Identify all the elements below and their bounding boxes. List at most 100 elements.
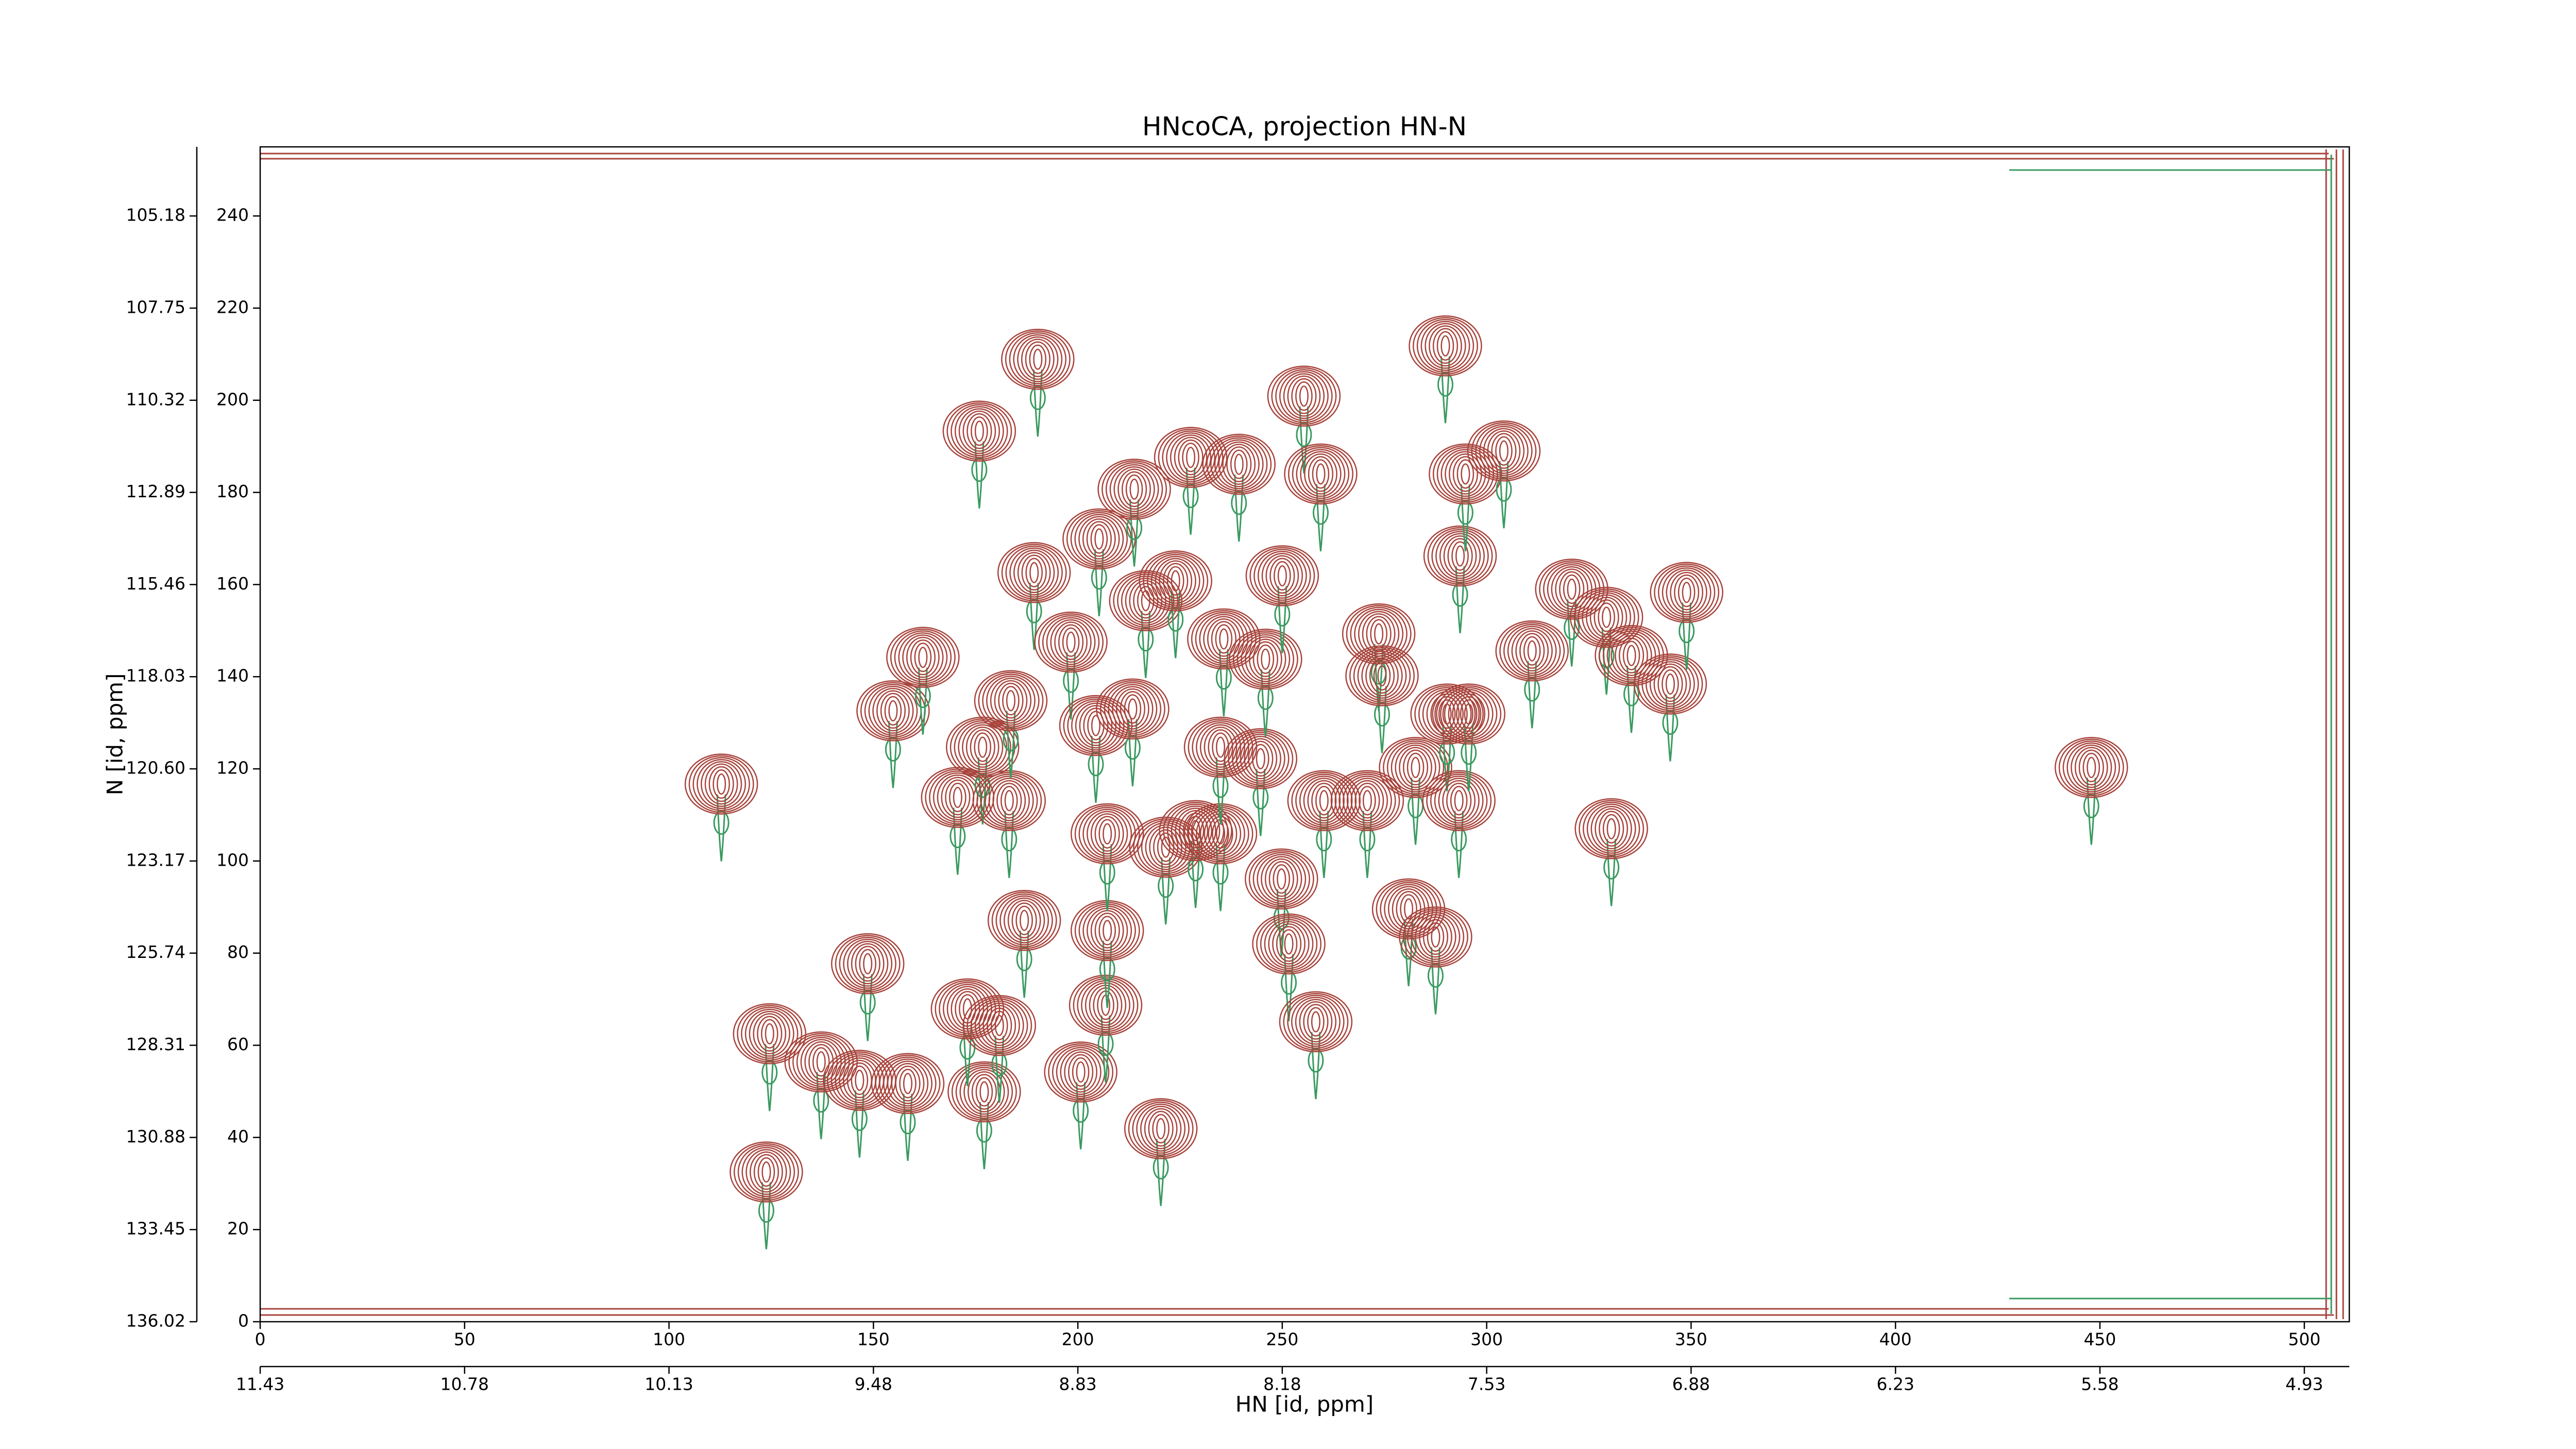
peak-tail xyxy=(1527,661,1537,729)
x-tick-label: 250 xyxy=(1266,1329,1298,1350)
peak-tail xyxy=(903,1093,913,1161)
peak-contour xyxy=(1495,620,1569,682)
peak-contour xyxy=(1261,648,1270,670)
peak-contour xyxy=(1159,560,1193,602)
peak-contour xyxy=(1495,436,1513,466)
peak-contour xyxy=(997,542,1071,603)
peak xyxy=(1034,611,1108,720)
peak-contour xyxy=(1128,1100,1194,1158)
peak-contour xyxy=(1311,783,1337,819)
peak-contour xyxy=(1009,547,1059,598)
peak-contour xyxy=(1606,630,1656,681)
peak-contour xyxy=(753,1013,787,1055)
peak-contour xyxy=(1400,894,1417,924)
peak-contour xyxy=(1573,588,1639,646)
peak-contour xyxy=(1245,636,1286,682)
peak-contour xyxy=(1074,805,1140,863)
peak-contour xyxy=(1087,907,1128,954)
peak-contour xyxy=(1662,567,1711,618)
peak-contour xyxy=(1162,430,1219,485)
peak xyxy=(730,1141,803,1250)
peak-contour xyxy=(1087,811,1128,857)
peak xyxy=(974,670,1048,778)
peak-contour xyxy=(1277,565,1287,587)
peak-contour xyxy=(1440,335,1450,357)
peak-contour xyxy=(1113,466,1155,512)
peak-contour xyxy=(1445,451,1486,497)
peak-contour xyxy=(1386,740,1445,795)
peak-contour xyxy=(1402,908,1468,966)
peak-tail xyxy=(816,1072,826,1139)
x-tick-label: 350 xyxy=(1675,1329,1707,1350)
peak-contour xyxy=(1075,702,1117,749)
peak-contour xyxy=(1188,718,1253,776)
peak-contour xyxy=(987,889,1061,951)
peak-contour xyxy=(1094,816,1120,852)
peak xyxy=(1371,878,1446,987)
peak-contour xyxy=(1499,440,1509,462)
peak-contour xyxy=(1311,1011,1320,1033)
peak-contour xyxy=(1143,552,1209,610)
peak-contour xyxy=(1025,558,1043,587)
peak-contour xyxy=(2087,756,2096,778)
peak-contour xyxy=(1416,318,1475,373)
peak xyxy=(972,770,1046,878)
peak-contour xyxy=(1316,463,1326,485)
peak-contour xyxy=(991,891,1057,950)
peak-contour xyxy=(1230,449,1248,479)
peak-contour xyxy=(1248,740,1274,777)
peak-contour xyxy=(1283,373,1325,419)
peak-tail xyxy=(1377,686,1387,753)
peak-contour xyxy=(1186,447,1196,468)
peak-contour xyxy=(804,1041,838,1083)
peak-contour xyxy=(1296,449,1346,499)
peak-tail xyxy=(974,441,985,509)
peak-contour xyxy=(1155,558,1196,604)
peak-contour xyxy=(1444,689,1494,739)
peak-contour xyxy=(1307,1007,1325,1037)
peak-contour xyxy=(1276,926,1302,962)
peak-contour xyxy=(1204,727,1238,768)
peak-contour xyxy=(1471,422,1537,480)
peak-contour xyxy=(871,1053,945,1114)
peak-contour xyxy=(1141,822,1191,872)
peak-contour xyxy=(1657,565,1716,620)
x-tick-label: 450 xyxy=(2083,1329,2116,1350)
peak-contour xyxy=(1025,341,1050,377)
peak-contour xyxy=(1166,566,1184,596)
peak-tail-tip xyxy=(851,1106,868,1131)
peak-contour xyxy=(1559,571,1585,608)
peak-contour xyxy=(835,935,901,993)
peak-contour xyxy=(2078,749,2104,786)
peak-tail xyxy=(1019,931,1029,998)
peak-contour xyxy=(745,1149,787,1195)
chart-title: HNcoCA, projection HN-N xyxy=(1142,112,1467,142)
peak-contour xyxy=(1109,464,1159,514)
peak-tail xyxy=(1430,947,1440,1015)
peak-contour xyxy=(899,1069,917,1099)
peak-contour xyxy=(1083,707,1109,744)
x2-tick-label: 6.88 xyxy=(1672,1374,1710,1394)
peak-tail-tip xyxy=(1003,727,1019,752)
peak-contour xyxy=(839,936,896,991)
peak-contour xyxy=(1300,451,1342,497)
peak xyxy=(1467,420,1541,529)
y2-tick-label: 120.60 xyxy=(126,758,185,778)
peak-contour xyxy=(1618,637,1645,673)
peak-contour xyxy=(1116,688,1149,730)
peak-contour xyxy=(1124,1098,1198,1159)
peak-contour xyxy=(1256,915,1322,973)
peak-contour xyxy=(1423,525,1497,587)
peak-contour xyxy=(1359,786,1376,816)
peak xyxy=(987,889,1061,998)
peak-tail-tip xyxy=(1026,599,1042,624)
y-tick-label: 20 xyxy=(227,1219,249,1239)
peak-contour xyxy=(1451,541,1469,571)
peak-tail-tip xyxy=(1679,619,1695,644)
peak-contour xyxy=(965,727,999,768)
peak-contour xyxy=(1440,687,1498,742)
peak-contour xyxy=(1004,790,1014,812)
peak-contour xyxy=(1188,805,1253,863)
peak-contour xyxy=(1245,848,1318,910)
peak-contour xyxy=(1334,771,1400,830)
